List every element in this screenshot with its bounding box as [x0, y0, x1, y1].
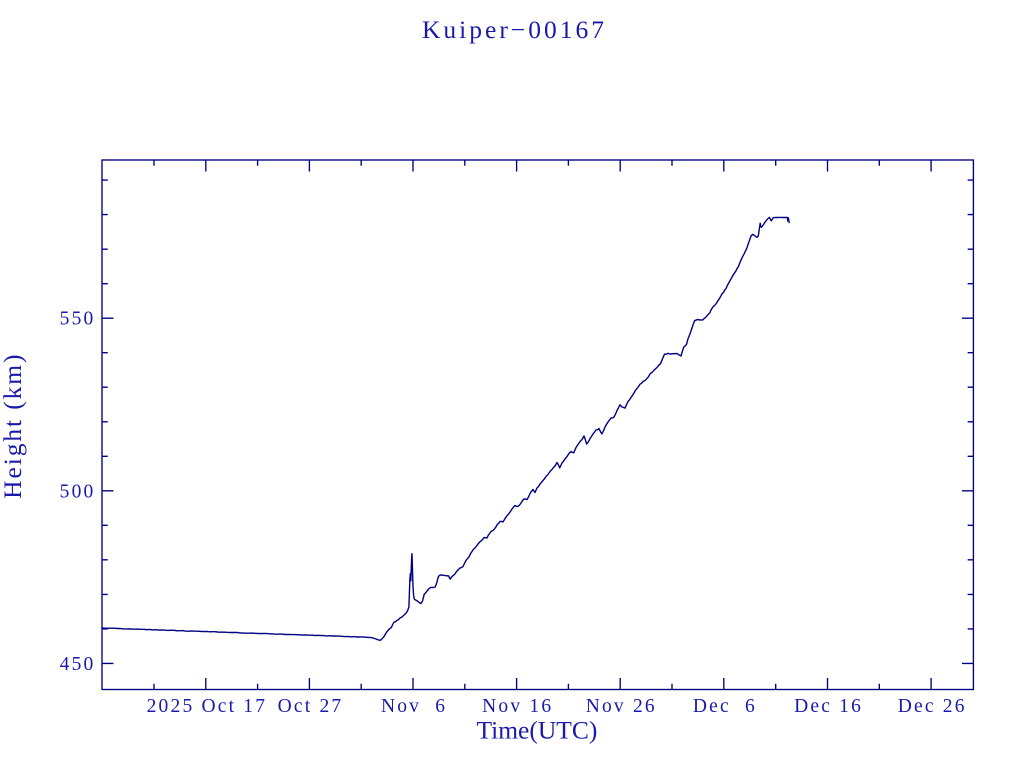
svg-text:2025 Oct 17: 2025 Oct 17: [147, 696, 268, 717]
svg-text:Nov 26: Nov 26: [586, 696, 657, 717]
svg-text:450: 450: [60, 654, 96, 675]
svg-text:Nov 16: Nov 16: [482, 696, 553, 717]
svg-text:Kuiper−00167: Kuiper−00167: [422, 15, 607, 44]
svg-text:Time(UTC): Time(UTC): [476, 716, 597, 745]
svg-text:500: 500: [60, 481, 96, 502]
svg-text:Dec 26: Dec 26: [898, 696, 967, 717]
svg-text:Dec 6: Dec 6: [693, 696, 757, 717]
svg-text:Nov 6: Nov 6: [381, 696, 447, 717]
svg-text:Dec 16: Dec 16: [794, 696, 863, 717]
svg-text:550: 550: [60, 309, 96, 330]
svg-text:Height (km): Height (km): [0, 353, 27, 499]
svg-text:Oct 27: Oct 27: [278, 696, 344, 717]
